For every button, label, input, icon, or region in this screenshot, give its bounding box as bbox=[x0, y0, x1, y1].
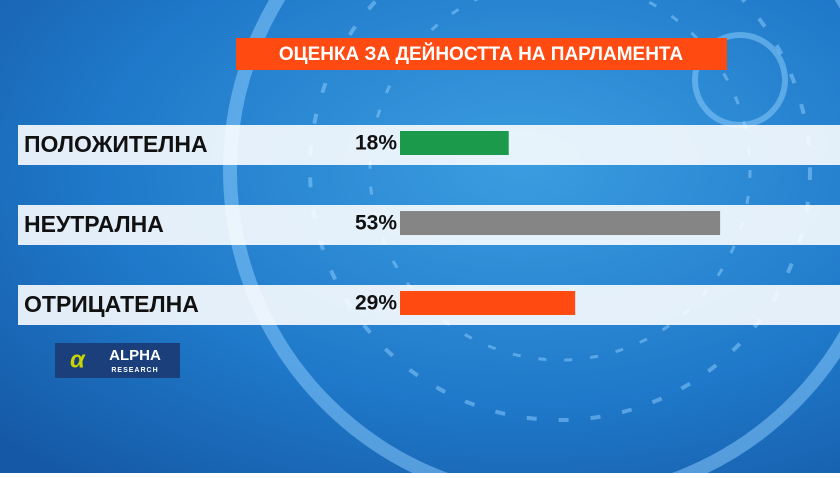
value-label: 29% bbox=[355, 292, 397, 315]
bar bbox=[400, 291, 576, 315]
chart-title: ОЦЕНКА ЗА ДЕЙНОСТТА НА ПАРЛАМЕНТА bbox=[279, 43, 683, 65]
category-label: НЕУТРАЛНА bbox=[24, 211, 164, 237]
value-label: 18% bbox=[355, 132, 397, 155]
logo-sub: RESEARCH bbox=[111, 367, 158, 374]
bar bbox=[400, 131, 509, 155]
value-label: 53% bbox=[355, 212, 397, 235]
logo-mark: α bbox=[70, 346, 86, 373]
bar bbox=[400, 211, 721, 235]
title-box bbox=[236, 38, 727, 70]
category-label: ПОЛОЖИТЕЛНА bbox=[24, 131, 208, 157]
logo-box bbox=[55, 343, 180, 378]
category-label: ОТРИЦАТЕЛНА bbox=[24, 291, 199, 317]
logo-name: ALPHA bbox=[109, 347, 161, 364]
logo: α ALPHA RESEARCH bbox=[55, 343, 180, 378]
